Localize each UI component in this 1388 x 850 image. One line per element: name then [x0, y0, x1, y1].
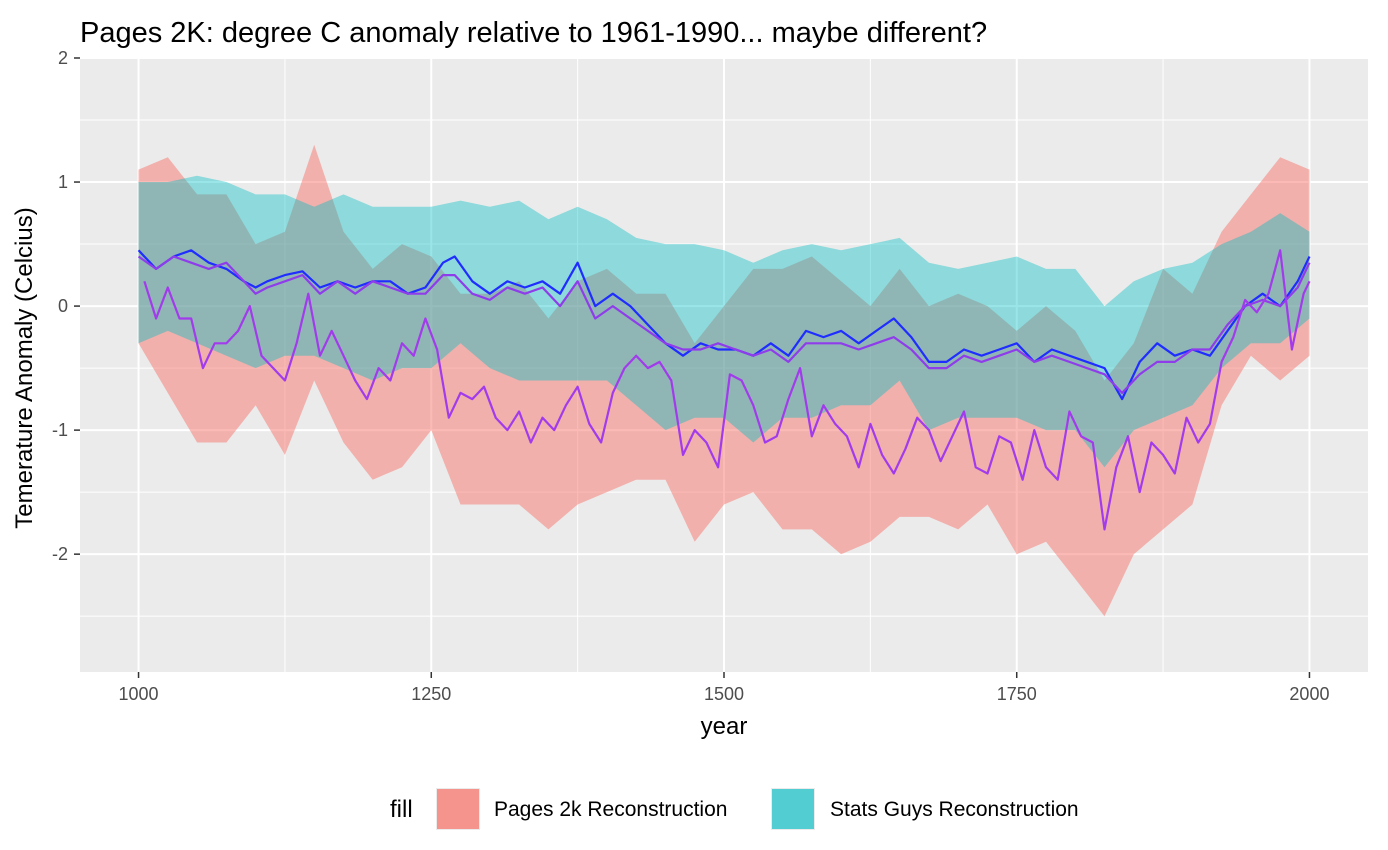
- x-axis-label: year: [701, 713, 748, 740]
- legend-label-pages2k: Pages 2k Reconstruction: [494, 798, 727, 821]
- legend-swatch-statsguys: [772, 789, 814, 829]
- x-tick-label: 1250: [411, 684, 451, 704]
- y-tick-label: 1: [58, 172, 68, 192]
- legend-title: fill: [390, 796, 413, 823]
- y-tick-label: 0: [58, 296, 68, 316]
- y-tick-label: -1: [52, 420, 68, 440]
- band-statsguys: [138, 175, 1310, 468]
- line-layer: [137, 249, 1311, 531]
- series-line-1: [137, 249, 1311, 401]
- band-layer: [138, 144, 1310, 617]
- legend-swatch-pages2k: [437, 789, 479, 829]
- y-tick-label: -2: [52, 544, 68, 564]
- legend-label-statsguys: Stats Guys Reconstruction: [830, 798, 1079, 821]
- x-tick-label: 2000: [1289, 684, 1329, 704]
- x-tick-label: 1750: [997, 684, 1037, 704]
- series-line-2: [137, 255, 1311, 394]
- x-axis: 1000 1250 1500 1750 2000: [119, 672, 1329, 704]
- chart-title: Pages 2K: degree C anomaly relative to 1…: [80, 17, 987, 49]
- y-axis: -2 -1 0 1 2: [52, 48, 80, 564]
- x-tick-label: 1000: [119, 684, 159, 704]
- x-tick-label: 1500: [704, 684, 744, 704]
- band-pages2k: [138, 144, 1310, 617]
- y-tick-label: 2: [58, 48, 68, 68]
- legend: fill Pages 2k Reconstruction Stats Guys …: [390, 788, 1079, 830]
- series-line-3: [143, 249, 1311, 531]
- y-axis-label: Temerature Anomaly (Celcius): [11, 207, 38, 528]
